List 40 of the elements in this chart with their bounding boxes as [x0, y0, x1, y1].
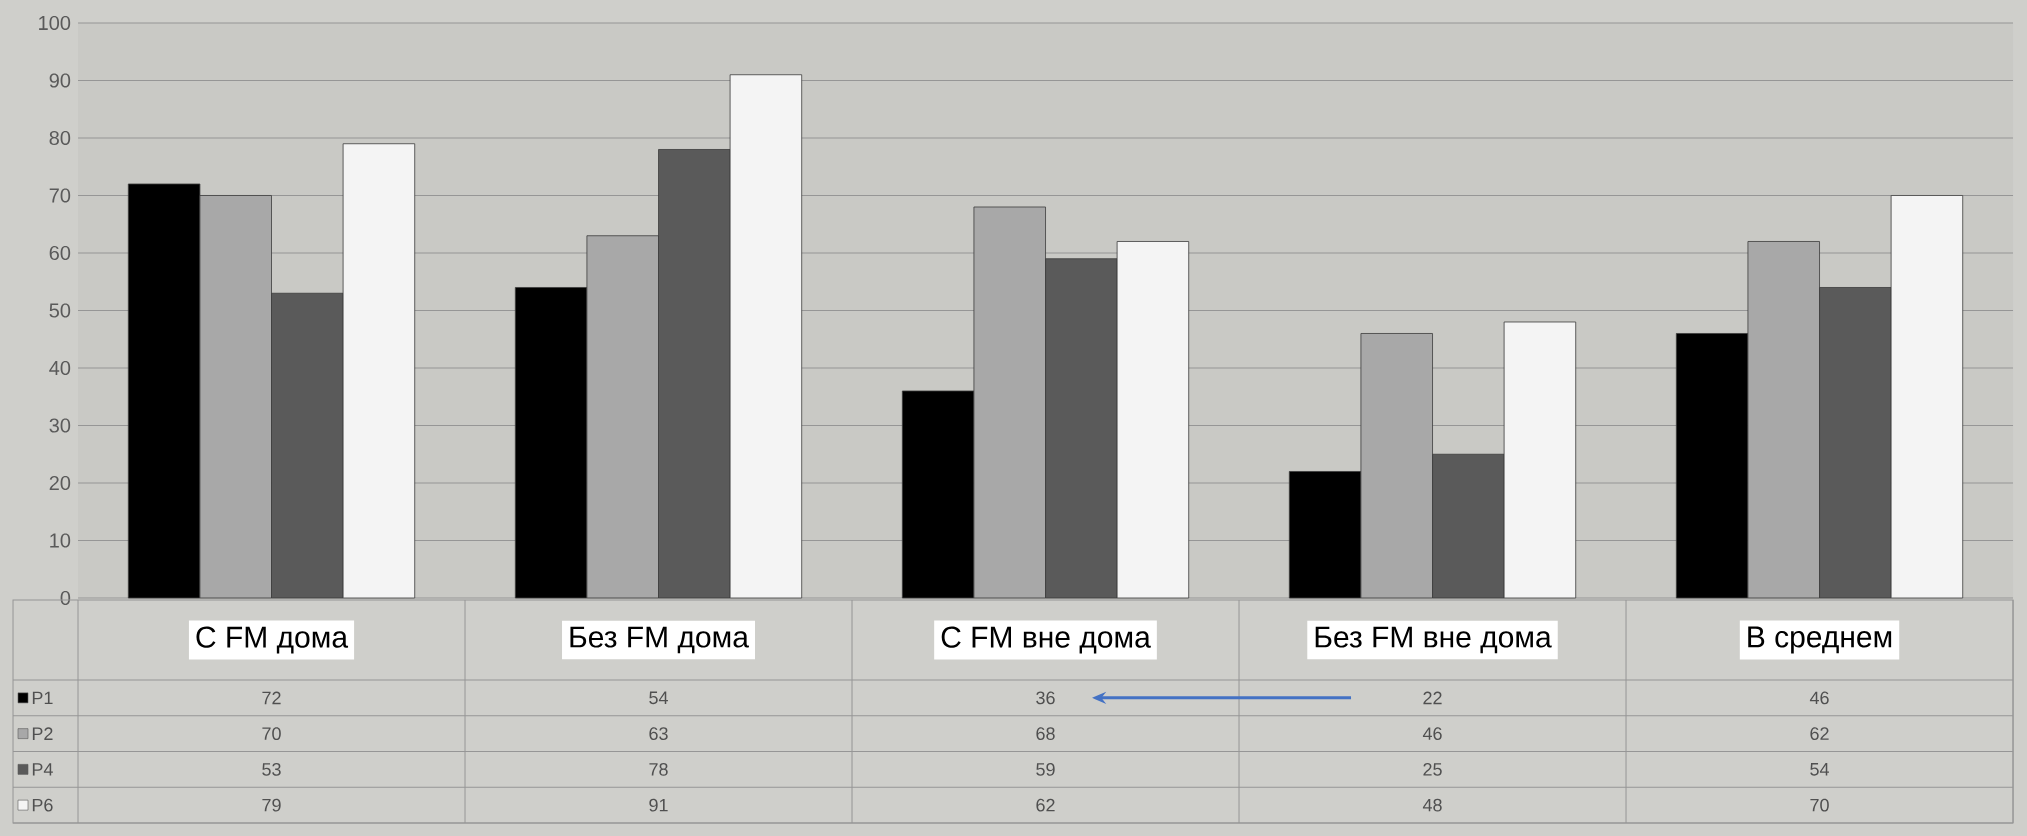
data-label: 36 — [1036, 691, 1055, 705]
data-label: 48 — [1422, 798, 1442, 812]
legend-label: P2 — [32, 727, 53, 740]
legend-label: P4 — [32, 763, 53, 776]
y-tick-label: 0 — [60, 590, 71, 606]
data-label: 62 — [1810, 727, 1829, 741]
y-tick-label: 70 — [49, 188, 71, 203]
x-tick-label: Без FM вне дома — [1315, 626, 1552, 654]
y-tick-label: 50 — [49, 303, 71, 318]
data-label: 72 — [262, 691, 281, 705]
data-label: 62 — [1036, 798, 1055, 812]
x-tick-label: С FM вне дома — [941, 626, 1151, 654]
x-tick-label: Без FM дома — [570, 626, 749, 654]
data-label: 68 — [1036, 727, 1055, 741]
y-tick-label: 20 — [49, 475, 71, 491]
legend-label: P6 — [32, 798, 53, 812]
y-tick-label: 80 — [49, 130, 71, 146]
data-label: 79 — [262, 798, 281, 812]
data-label: 22 — [1423, 691, 1442, 705]
data-label: 59 — [1036, 762, 1055, 776]
data-label: 46 — [1809, 691, 1829, 705]
y-tick-label: 30 — [49, 418, 71, 433]
y-tick-label: 60 — [49, 245, 71, 261]
x-tick-label: С FM дома — [196, 626, 349, 654]
y-tick-label: 40 — [49, 360, 71, 376]
y-tick-label: 10 — [50, 533, 71, 548]
data-label: 63 — [649, 727, 668, 741]
y-tick-label: 100 — [39, 15, 71, 31]
legend-label: P1 — [32, 691, 53, 705]
data-label: 53 — [262, 762, 281, 776]
x-tick-label: В среднем — [1748, 626, 1892, 654]
data-label: 25 — [1423, 762, 1442, 776]
data-label: 91 — [649, 798, 668, 812]
data-label: 70 — [262, 727, 281, 741]
data-label: 70 — [1810, 798, 1829, 812]
data-label: 78 — [649, 762, 668, 776]
y-tick-label: 90 — [49, 73, 71, 88]
data-label: 54 — [1810, 763, 1829, 776]
data-label: 46 — [1422, 727, 1442, 741]
data-label: 54 — [649, 691, 668, 705]
